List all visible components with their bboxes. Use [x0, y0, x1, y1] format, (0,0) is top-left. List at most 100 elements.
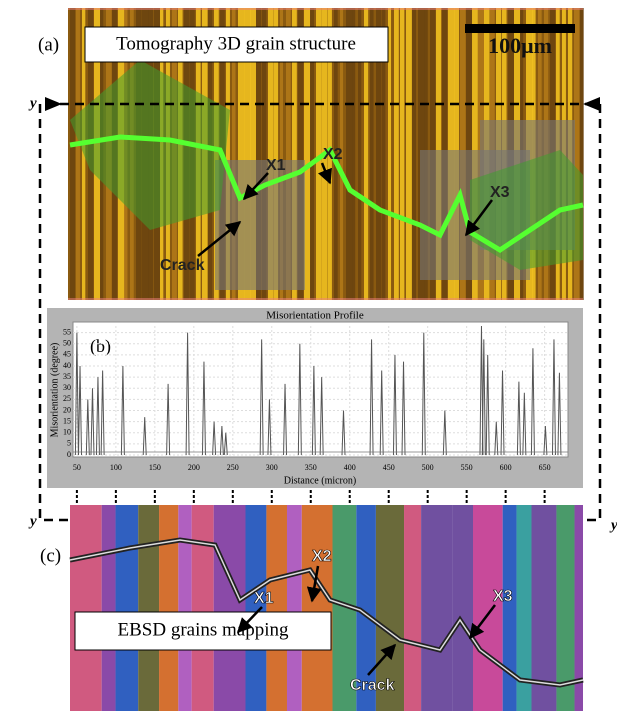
- spike: [166, 383, 171, 456]
- x-tick-label: 300: [266, 463, 278, 472]
- pointer: [306, 565, 322, 603]
- x-tick-label: 250: [227, 463, 239, 472]
- spike: [392, 354, 397, 456]
- spike: [319, 377, 324, 456]
- spike: [212, 421, 217, 456]
- chart: Misorientation Profile (b) Distance (micro…: [49, 310, 568, 503]
- grain-stripe: [256, 8, 262, 300]
- annotation: X1: [266, 157, 286, 174]
- grain: [356, 505, 376, 711]
- spike: [341, 410, 346, 456]
- crack-region: [470, 150, 583, 270]
- annotation: X3: [493, 588, 513, 605]
- spike: [481, 339, 486, 456]
- annotation: X2: [312, 548, 332, 565]
- spike: [530, 348, 535, 456]
- grain-stripe: [406, 8, 412, 300]
- x-tick-label: 400: [344, 463, 356, 472]
- grain-stripe: [400, 8, 405, 300]
- spike: [369, 339, 374, 456]
- arrow-right: [583, 97, 600, 111]
- spike: [516, 381, 521, 456]
- ebsd-image: [69, 505, 584, 711]
- spike: [219, 426, 224, 456]
- grain: [159, 505, 179, 711]
- caption: EBSD grains mapping: [118, 619, 289, 640]
- grain: [452, 505, 474, 711]
- y-tick-label: 45: [63, 350, 71, 359]
- y-tick-label: 15: [63, 416, 71, 425]
- section-label: y: [28, 95, 37, 111]
- grain: [115, 505, 139, 711]
- y-tick-label: 30: [63, 383, 71, 392]
- y-axis-label: Misorientation (degree): [49, 343, 60, 438]
- spike: [311, 366, 316, 456]
- x-tick-label: 600: [500, 463, 512, 472]
- grain-stripe: [340, 8, 344, 300]
- grain: [531, 505, 557, 711]
- pointer: [242, 172, 269, 201]
- y-tick-label: 0: [67, 450, 71, 459]
- y-tick-label: 55: [63, 328, 71, 337]
- y-tick-label: 40: [63, 361, 71, 370]
- spike: [379, 370, 384, 456]
- annotation: X2: [323, 146, 343, 163]
- grain-stripe: [292, 8, 297, 300]
- scale-bar: [465, 24, 575, 33]
- grain-stripe: [580, 8, 584, 300]
- annotation: Crack: [160, 257, 205, 274]
- spike: [401, 361, 406, 456]
- spike: [120, 366, 125, 456]
- x-tick-label: 150: [149, 463, 161, 472]
- grain: [516, 505, 532, 711]
- panel-label: (b): [90, 336, 111, 357]
- spike: [223, 432, 228, 456]
- spike: [142, 417, 147, 456]
- pointer-arrows: [236, 565, 496, 676]
- grain-stripe: [274, 8, 279, 300]
- grain: [178, 505, 192, 711]
- spike: [95, 377, 100, 456]
- grain: [556, 505, 575, 711]
- spike: [421, 332, 426, 456]
- spike: [557, 372, 562, 456]
- grain: [421, 505, 453, 711]
- grain: [286, 505, 302, 711]
- section-label: y: [28, 513, 37, 529]
- annotation: X1: [254, 590, 274, 607]
- grey-region: [215, 160, 305, 290]
- section-label: y: [609, 517, 617, 533]
- grain: [213, 505, 246, 711]
- pointer: [318, 162, 332, 185]
- spike: [494, 421, 499, 456]
- crack: [69, 134, 584, 253]
- crack-region: [70, 60, 230, 230]
- pointer-arrows: [197, 162, 494, 257]
- grain-stripe: [286, 8, 291, 300]
- grain-stripe: [250, 8, 256, 300]
- grain-stripe: [298, 8, 304, 300]
- arrow-left: [45, 97, 62, 111]
- grain: [245, 505, 267, 711]
- grain-stripe: [280, 8, 284, 300]
- grain: [301, 505, 333, 711]
- grain: [574, 505, 583, 711]
- grain-stripe: [226, 8, 230, 300]
- grain-stripe: [310, 8, 315, 300]
- grain-stripe: [244, 8, 251, 300]
- x-tick-label: 100: [110, 463, 122, 472]
- y-tick-label: 35: [63, 372, 71, 381]
- pointer: [236, 606, 263, 634]
- spike: [283, 383, 288, 456]
- x-tick-label: 450: [383, 463, 395, 472]
- scale-label: 100μm: [488, 33, 552, 58]
- spike: [267, 399, 272, 456]
- spike: [90, 388, 95, 456]
- chart-title: Misorientation Profile: [266, 310, 364, 322]
- x-axis-label: Distance (micron): [284, 475, 356, 486]
- annotation: Crack: [350, 677, 395, 694]
- spike: [522, 392, 527, 456]
- caption-box: [84, 26, 389, 63]
- grain-stripe: [574, 8, 580, 300]
